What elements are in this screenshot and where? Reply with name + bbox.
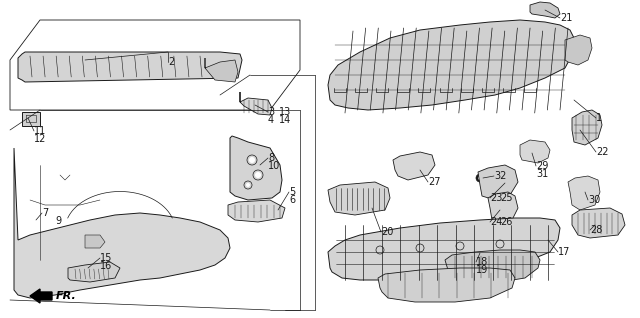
Text: FR.: FR. xyxy=(56,291,77,301)
Circle shape xyxy=(478,176,482,180)
Polygon shape xyxy=(530,2,560,18)
Text: 32: 32 xyxy=(494,171,506,181)
Text: 15: 15 xyxy=(100,253,113,263)
Text: 3: 3 xyxy=(268,107,274,117)
Text: 21: 21 xyxy=(560,13,572,23)
Polygon shape xyxy=(572,110,602,145)
Circle shape xyxy=(255,172,261,178)
Polygon shape xyxy=(478,165,518,200)
Text: 22: 22 xyxy=(596,147,609,157)
Text: 11: 11 xyxy=(34,126,46,136)
Polygon shape xyxy=(488,192,518,225)
Polygon shape xyxy=(240,92,272,115)
Text: 30: 30 xyxy=(588,195,600,205)
Polygon shape xyxy=(68,262,120,282)
Text: 31: 31 xyxy=(536,169,548,179)
Text: 1: 1 xyxy=(596,113,602,123)
Text: 23: 23 xyxy=(490,193,502,203)
FancyArrow shape xyxy=(30,289,52,303)
Text: 28: 28 xyxy=(590,225,602,235)
Polygon shape xyxy=(328,218,560,280)
Text: 29: 29 xyxy=(536,161,548,171)
Text: 5: 5 xyxy=(289,187,295,197)
Text: 18: 18 xyxy=(476,257,488,267)
Text: 10: 10 xyxy=(268,161,280,171)
Text: 25: 25 xyxy=(500,193,513,203)
Circle shape xyxy=(246,183,250,187)
Text: 2: 2 xyxy=(168,57,174,67)
Circle shape xyxy=(249,157,255,163)
Polygon shape xyxy=(328,20,575,110)
Polygon shape xyxy=(378,268,515,302)
Text: 4: 4 xyxy=(268,115,274,125)
Polygon shape xyxy=(14,148,230,298)
Polygon shape xyxy=(205,58,238,82)
Text: 26: 26 xyxy=(500,217,513,227)
Text: 8: 8 xyxy=(268,153,274,163)
Polygon shape xyxy=(445,250,540,282)
Polygon shape xyxy=(22,112,40,126)
Polygon shape xyxy=(520,140,550,163)
Polygon shape xyxy=(568,176,600,210)
Polygon shape xyxy=(228,200,285,222)
Text: 7: 7 xyxy=(42,208,48,218)
Polygon shape xyxy=(565,35,592,65)
Text: 17: 17 xyxy=(558,247,570,257)
Polygon shape xyxy=(230,136,282,200)
Text: 12: 12 xyxy=(34,134,46,144)
Text: 9: 9 xyxy=(55,216,61,226)
Circle shape xyxy=(476,174,484,182)
Polygon shape xyxy=(10,20,300,110)
Text: 20: 20 xyxy=(381,227,394,237)
Text: 16: 16 xyxy=(100,261,112,271)
Text: 24: 24 xyxy=(490,217,502,227)
Text: 19: 19 xyxy=(476,265,488,275)
Text: 6: 6 xyxy=(289,195,295,205)
Polygon shape xyxy=(328,182,390,215)
Polygon shape xyxy=(85,235,105,248)
Text: 13: 13 xyxy=(279,107,291,117)
Text: 27: 27 xyxy=(428,177,440,187)
Text: 14: 14 xyxy=(279,115,291,125)
Polygon shape xyxy=(18,52,242,82)
Polygon shape xyxy=(393,152,435,180)
Polygon shape xyxy=(572,208,625,238)
